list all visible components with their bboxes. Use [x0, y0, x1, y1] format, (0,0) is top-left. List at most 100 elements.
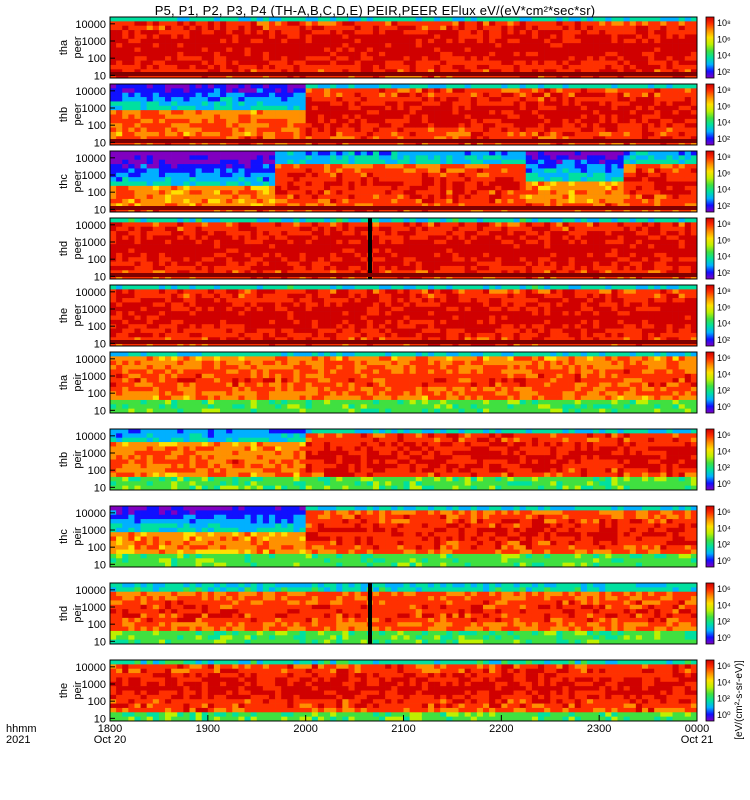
- spectrogram-cell: [201, 88, 209, 94]
- spectrogram-cell: [629, 155, 637, 161]
- spectrogram-cell: [354, 43, 361, 48]
- spectrogram-cell: [238, 84, 245, 89]
- spectrogram-cell: [354, 47, 361, 53]
- spectrogram-cell: [244, 177, 251, 182]
- spectrogram-cell: [110, 25, 117, 31]
- spectrogram-cell: [660, 159, 667, 165]
- spectrogram-cell: [189, 226, 196, 232]
- spectrogram-cell: [140, 136, 147, 141]
- spectrogram-cell: [379, 21, 386, 27]
- spectrogram-cell: [415, 123, 423, 128]
- spectrogram-cell: [232, 155, 239, 161]
- spectrogram-cell: [183, 159, 190, 165]
- spectrogram-cell: [605, 34, 612, 40]
- spectrogram-cell: [146, 257, 154, 262]
- spectrogram-cell: [128, 248, 135, 254]
- spectrogram-cell: [183, 261, 190, 267]
- spectrogram-cell: [568, 118, 575, 124]
- spectrogram-cell: [158, 226, 166, 232]
- spectrogram-cell: [220, 38, 227, 44]
- spectrogram-cell: [574, 164, 582, 169]
- spectrogram-cell: [379, 30, 386, 35]
- spectrogram-cell: [317, 101, 325, 107]
- spectrogram-cell: [489, 177, 496, 182]
- spectrogram-cell: [635, 101, 643, 107]
- spectrogram-cell: [250, 190, 258, 195]
- spectrogram-cell: [250, 47, 258, 53]
- spectrogram-cell: [220, 21, 227, 27]
- spectrogram-cell: [177, 47, 184, 53]
- spectrogram-cell: [654, 21, 661, 27]
- spectrogram-cell: [470, 231, 478, 236]
- spectrogram-cell: [287, 231, 294, 236]
- spectrogram-cell: [287, 21, 294, 27]
- spectrogram-cell: [268, 56, 276, 61]
- spectrogram-cell: [317, 88, 325, 94]
- spectrogram-cell: [513, 51, 520, 57]
- spectrogram-cell: [440, 235, 447, 241]
- spectrogram-cell: [171, 47, 178, 53]
- spectrogram-cell: [660, 155, 667, 161]
- spectrogram-cell: [666, 17, 673, 22]
- spectrogram-cell: [397, 261, 404, 267]
- spectrogram-cell: [348, 151, 355, 156]
- spectrogram-cell: [152, 190, 160, 195]
- spectrogram-cell: [244, 25, 251, 31]
- spectrogram-cell: [544, 136, 551, 141]
- spectrogram-cell: [244, 226, 251, 232]
- spectrogram-cell: [476, 17, 484, 22]
- spectrogram-cell: [177, 92, 184, 98]
- spectrogram-cell: [519, 114, 527, 120]
- spectrogram-cell: [440, 131, 447, 137]
- spectrogram-cell: [140, 265, 147, 271]
- spectrogram-cell: [415, 248, 423, 254]
- spectrogram-cell: [177, 181, 184, 187]
- spectrogram-cell: [348, 127, 355, 133]
- spectrogram-cell: [140, 21, 147, 27]
- spectrogram-cell: [599, 131, 606, 137]
- spectrogram-cell: [629, 60, 637, 66]
- spectrogram-cell: [403, 261, 410, 267]
- spectrogram-cell: [324, 159, 331, 165]
- spectrogram-cell: [501, 151, 508, 156]
- spectrogram-cell: [452, 43, 459, 48]
- spectrogram-cell: [275, 252, 282, 258]
- spectrogram-cell: [299, 155, 306, 161]
- spectrogram-cell: [641, 151, 649, 156]
- spectrogram-cell: [275, 257, 282, 262]
- spectrogram-cell: [311, 190, 319, 195]
- spectrogram-cell: [171, 127, 178, 133]
- spectrogram-cell: [397, 190, 404, 195]
- spectrogram-cell: [660, 51, 667, 57]
- spectrogram-cell: [189, 190, 196, 195]
- spectrogram-cell: [452, 64, 459, 70]
- spectrogram-cell: [562, 17, 569, 22]
- spectrogram-cell: [311, 56, 319, 61]
- spectrogram-cell: [421, 239, 429, 245]
- spectrogram-cell: [464, 222, 472, 228]
- spectrogram-cell: [171, 17, 178, 22]
- spectrogram-cell: [110, 92, 117, 98]
- spectrogram-cell: [519, 47, 527, 53]
- spectrogram-cell: [379, 151, 386, 156]
- spectrogram-cell: [434, 239, 441, 245]
- spectrogram-cell: [580, 190, 588, 195]
- spectrogram-cell: [482, 64, 490, 70]
- spectrogram-cell: [128, 159, 135, 165]
- spectrogram-cell: [421, 92, 429, 98]
- spectrogram-cell: [268, 151, 276, 156]
- spectrogram-cell: [128, 43, 135, 48]
- spectrogram-cell: [409, 34, 417, 40]
- spectrogram-cell: [562, 159, 569, 165]
- spectrogram-cell: [305, 151, 313, 156]
- spectrogram-cell: [531, 194, 539, 200]
- spectrogram-cell: [122, 190, 129, 195]
- spectrogram-cell: [207, 25, 215, 31]
- spectrogram-cell: [464, 131, 472, 137]
- spectrogram-cell: [158, 21, 166, 27]
- spectrogram-cell: [623, 203, 631, 208]
- spectrogram-cell: [464, 38, 472, 44]
- spectrogram-cell: [586, 194, 594, 200]
- spectrogram-cell: [342, 252, 349, 258]
- spectrogram-cell: [354, 261, 361, 267]
